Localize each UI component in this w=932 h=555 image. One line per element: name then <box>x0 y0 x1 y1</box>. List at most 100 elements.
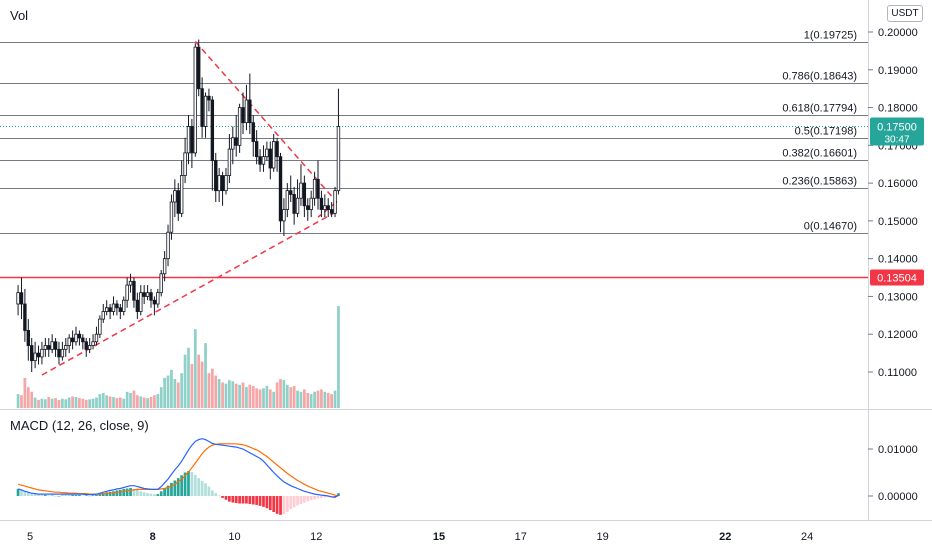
macd-histogram-bar <box>64 495 68 497</box>
candle-body <box>145 292 150 297</box>
macd-histogram-bar <box>33 494 37 496</box>
macd-histogram-bar <box>285 496 289 512</box>
volume-bar <box>265 385 269 408</box>
candle-body <box>258 156 262 165</box>
candle-body <box>169 201 174 233</box>
candle-body <box>200 88 204 127</box>
currency-selector[interactable]: USDT <box>887 5 923 22</box>
volume-bar <box>88 399 92 408</box>
candle-body <box>183 152 187 176</box>
volume-bar <box>125 391 129 408</box>
volume-bar <box>33 397 37 408</box>
candle-body <box>125 284 129 301</box>
volume-bar <box>231 381 235 408</box>
macd-histogram-bar <box>135 489 139 496</box>
volume-bar <box>176 382 180 408</box>
candle-body <box>289 190 293 195</box>
candle-body <box>333 190 337 214</box>
macd-histogram-bar <box>47 495 51 497</box>
volume-bar <box>326 392 330 408</box>
candle-body <box>295 197 300 214</box>
volume-bar <box>105 395 109 408</box>
macd-histogram-bar <box>197 478 201 496</box>
macd-histogram-bar <box>115 490 119 496</box>
macd-histogram-bar <box>251 496 255 505</box>
macd-histogram-bar <box>26 492 30 496</box>
macd-histogram-bar <box>313 496 316 500</box>
volume-bar <box>238 384 241 408</box>
candle-body <box>224 175 228 192</box>
macd-histogram-bar <box>183 472 187 496</box>
macd-histogram-bar <box>40 495 44 496</box>
volume-bar <box>16 394 20 408</box>
macd-histogram-bar <box>139 491 143 496</box>
candle-body <box>179 175 184 214</box>
macd-histogram-bar <box>129 488 132 496</box>
macd-histogram-bar <box>71 495 74 496</box>
macd-histogram-bar <box>43 495 47 496</box>
volume-bar <box>316 390 320 408</box>
candle-body <box>193 46 197 154</box>
candle-body <box>70 337 75 343</box>
candle-body <box>36 352 41 358</box>
fib-level-label: 0(0.14670) <box>804 221 857 233</box>
trendline <box>194 40 338 203</box>
price-tick-label: 0.12000 <box>878 329 918 341</box>
volume-bar <box>333 390 337 408</box>
macd-histogram-bar <box>146 493 149 496</box>
volume-bar <box>153 395 156 408</box>
volume-bar <box>170 369 173 408</box>
time-tick-label: 19 <box>596 531 608 543</box>
volume-bar <box>282 380 286 408</box>
candle-body <box>50 341 54 350</box>
macd-histogram-bar <box>156 494 160 496</box>
candle-body <box>251 122 255 142</box>
macd-tick-label: 0.01000 <box>878 444 918 456</box>
fib-level-label: 0.786(0.18643) <box>782 71 857 83</box>
macd-histogram-bar <box>207 486 211 496</box>
fib-level-label: 0.382(0.16601) <box>782 148 857 160</box>
volume-bar <box>118 397 122 408</box>
candle-body <box>40 348 44 358</box>
candle-body <box>203 95 208 127</box>
volume-bar <box>54 398 57 408</box>
time-tick-label: 17 <box>515 531 527 543</box>
volume-bar <box>234 383 238 408</box>
volume-bar <box>258 389 262 408</box>
volume-bar <box>180 373 184 408</box>
macd-histogram-bar <box>262 496 265 507</box>
macd-histogram-bar <box>296 496 299 506</box>
macd-histogram-bar <box>248 496 252 504</box>
volume-bar <box>313 391 316 408</box>
fib-level-label: 0.5(0.17198) <box>795 126 857 138</box>
macd-tick-label: 0.00000 <box>878 491 918 503</box>
volume-bar <box>241 382 245 408</box>
price-tick-label: 0.11000 <box>878 367 917 379</box>
volume-bar <box>142 397 146 408</box>
volume-bar <box>320 389 323 408</box>
volume-bar <box>156 394 160 408</box>
volume-bar <box>285 384 289 408</box>
volume-bar <box>200 361 204 408</box>
candle-body <box>47 345 51 350</box>
macd-histogram-bar <box>118 489 122 496</box>
volume-bar <box>245 387 248 408</box>
macd-histogram-bar <box>255 496 259 505</box>
candle-body <box>159 273 163 294</box>
candle-body <box>268 148 272 169</box>
candle-body <box>30 345 34 362</box>
volume-bar <box>228 380 231 408</box>
macd-histogram-bar <box>125 488 129 496</box>
price-tick-label: 0.18000 <box>878 103 918 115</box>
macd-histogram-bar <box>166 485 170 496</box>
candle-body <box>64 345 68 350</box>
macd-histogram-bar <box>337 493 340 496</box>
macd-histogram-bar <box>180 475 184 496</box>
volume-bar <box>193 329 197 408</box>
candle-body <box>214 160 218 192</box>
macd-histogram-bar <box>190 472 194 496</box>
macd-histogram-bar <box>84 495 88 497</box>
candle-body <box>60 348 65 358</box>
